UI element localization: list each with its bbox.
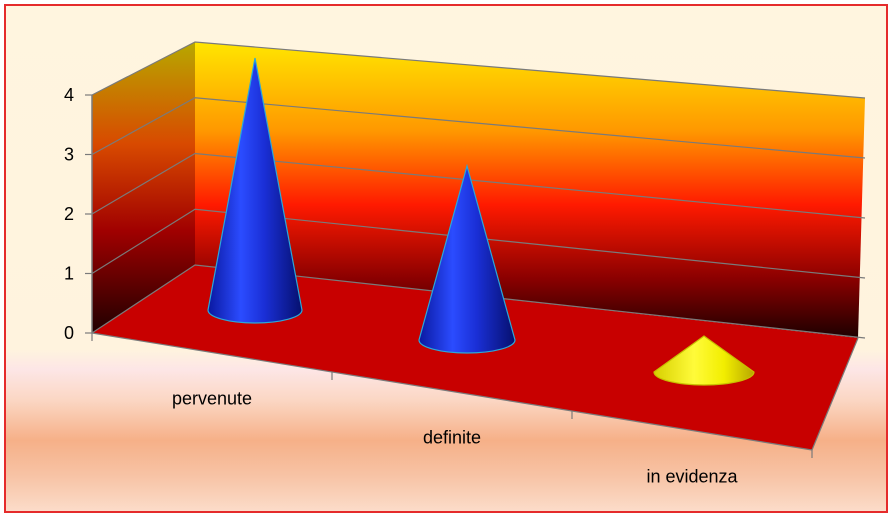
- x-tick-label: definite: [423, 428, 481, 448]
- gridline: [91, 208, 866, 279]
- gridline: [91, 97, 866, 159]
- floor-right-edge: [811, 337, 859, 451]
- cones: [207, 57, 755, 386]
- gridlines: [91, 41, 866, 339]
- y-axis: 0 1 2 3 4: [64, 85, 92, 343]
- x-tick-label: in evidenza: [646, 467, 738, 487]
- x-axis: pervenute definite in evidenza: [91, 333, 813, 487]
- cone-1: [207, 57, 303, 324]
- cone-3: [653, 335, 755, 386]
- gridline: [91, 264, 866, 339]
- back-wall: [195, 42, 865, 338]
- x-tick-label: pervenute: [172, 389, 252, 409]
- gridline: [91, 41, 866, 99]
- gridline: [91, 152, 866, 219]
- y-tick-label: 4: [64, 85, 74, 105]
- y-tick-label: 0: [64, 323, 74, 343]
- side-wall: [92, 42, 195, 333]
- y-tick-label: 2: [64, 204, 74, 224]
- y-tick-label: 3: [64, 145, 74, 165]
- y-tick-label: 1: [64, 264, 74, 284]
- cone-2: [418, 163, 516, 354]
- axis-base-line: [91, 332, 813, 451]
